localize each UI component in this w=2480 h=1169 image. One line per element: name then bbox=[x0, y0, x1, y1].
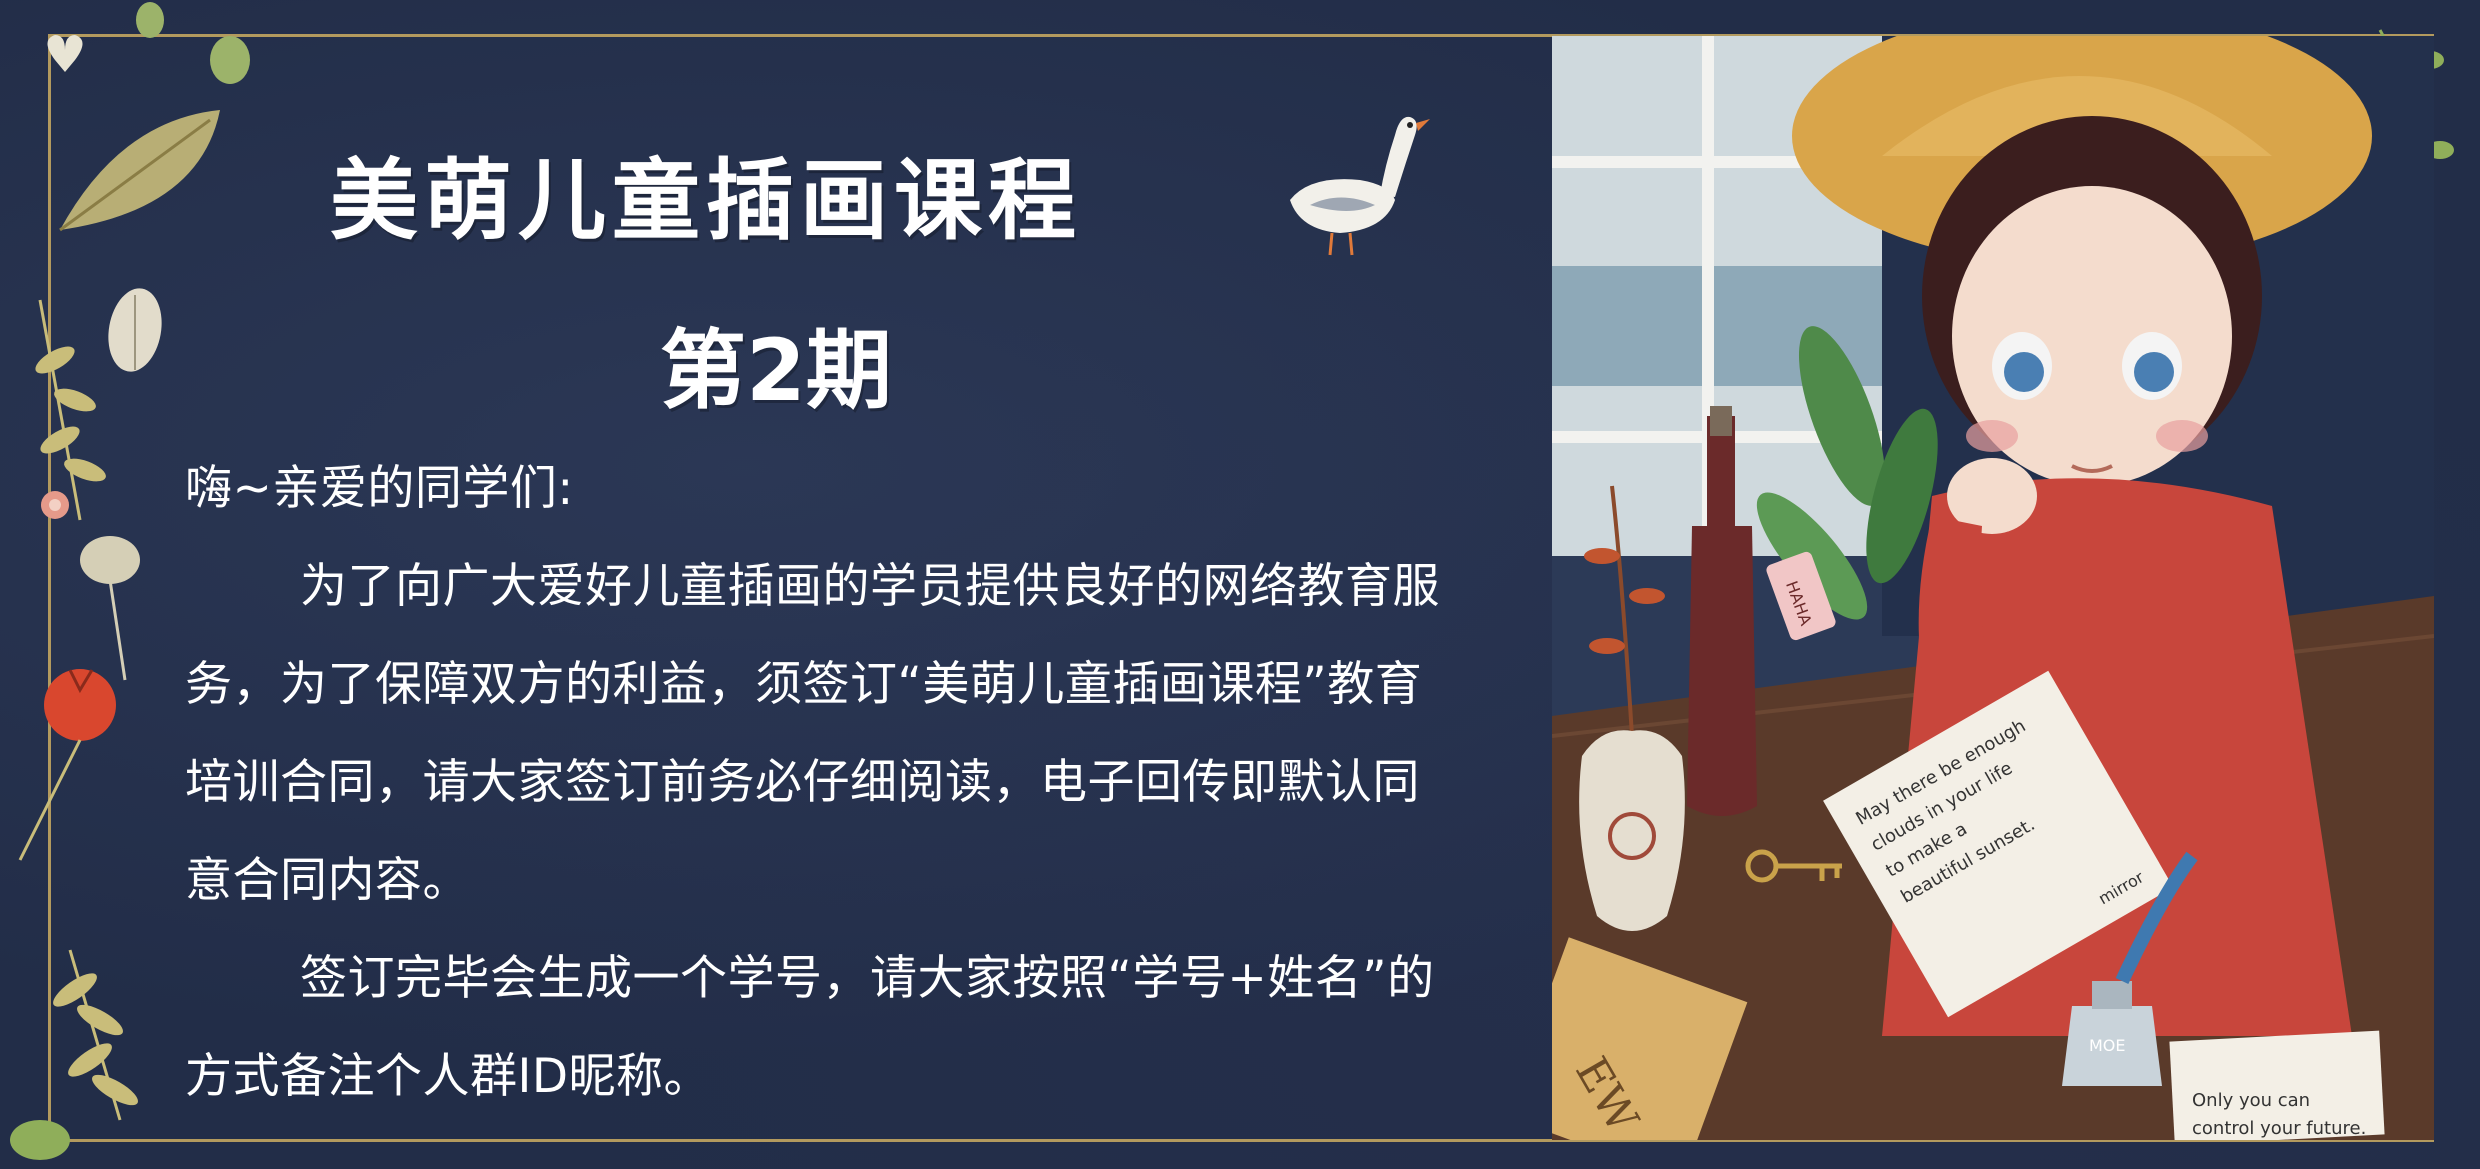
page-title: 美萌儿童插画课程 bbox=[330, 149, 1083, 252]
note-line-1: Only you can bbox=[2192, 1090, 2310, 1111]
paragraph-contract-intro: 为了向广大爱好儿童插画的学员提供良好的网络教育服务，为了保障双方的利益，须签订“… bbox=[185, 559, 1440, 908]
leaf-icon bbox=[59, 110, 220, 232]
key-icon bbox=[1745, 849, 1842, 883]
duck-icon bbox=[1290, 116, 1430, 256]
red-berry-icon bbox=[18, 669, 116, 861]
letter-paper: May there be enough clouds in your life … bbox=[1823, 670, 2174, 1018]
body-text: 嗨~亲爱的同学们: 为了向广大爱好儿童插画的学员提供良好的网络教育服务，为了保障… bbox=[185, 440, 1465, 1126]
fern-icon bbox=[35, 299, 106, 521]
small-leaf-icon bbox=[136, 2, 250, 84]
girl-illustration: HAHA May there be enough clouds in you bbox=[1552, 36, 2434, 1140]
flower-icon bbox=[41, 491, 69, 519]
ink-label-text: MOE bbox=[2089, 1036, 2126, 1055]
haha-tag: HAHA bbox=[1766, 551, 1836, 641]
wine-bottle-icon bbox=[1687, 406, 1757, 816]
greeting-text: 嗨~亲爱的同学们: bbox=[185, 461, 574, 516]
ink-bottle-icon: MOE bbox=[2062, 851, 2198, 1086]
paragraph-student-id: 签订完毕会生成一个学号，请大家按照“学号+姓名”的方式备注个人群ID昵称。 bbox=[185, 951, 1435, 1104]
plant-icon bbox=[1756, 326, 1938, 620]
white-leaf-icon bbox=[108, 288, 162, 372]
round-leaf-icon bbox=[80, 536, 140, 681]
bottom-fern-icon bbox=[10, 949, 138, 1160]
left-foliage-decoration bbox=[10, 2, 250, 1160]
note-line-2: control your future. bbox=[2192, 1118, 2366, 1139]
note-card: Only you can control your future. bbox=[2169, 1030, 2385, 1140]
heart-leaf-icon bbox=[47, 35, 83, 72]
book-icon: EW bbox=[1552, 937, 1748, 1140]
page-subtitle: 第2期 bbox=[660, 321, 892, 421]
vase-icon bbox=[1579, 485, 1685, 931]
